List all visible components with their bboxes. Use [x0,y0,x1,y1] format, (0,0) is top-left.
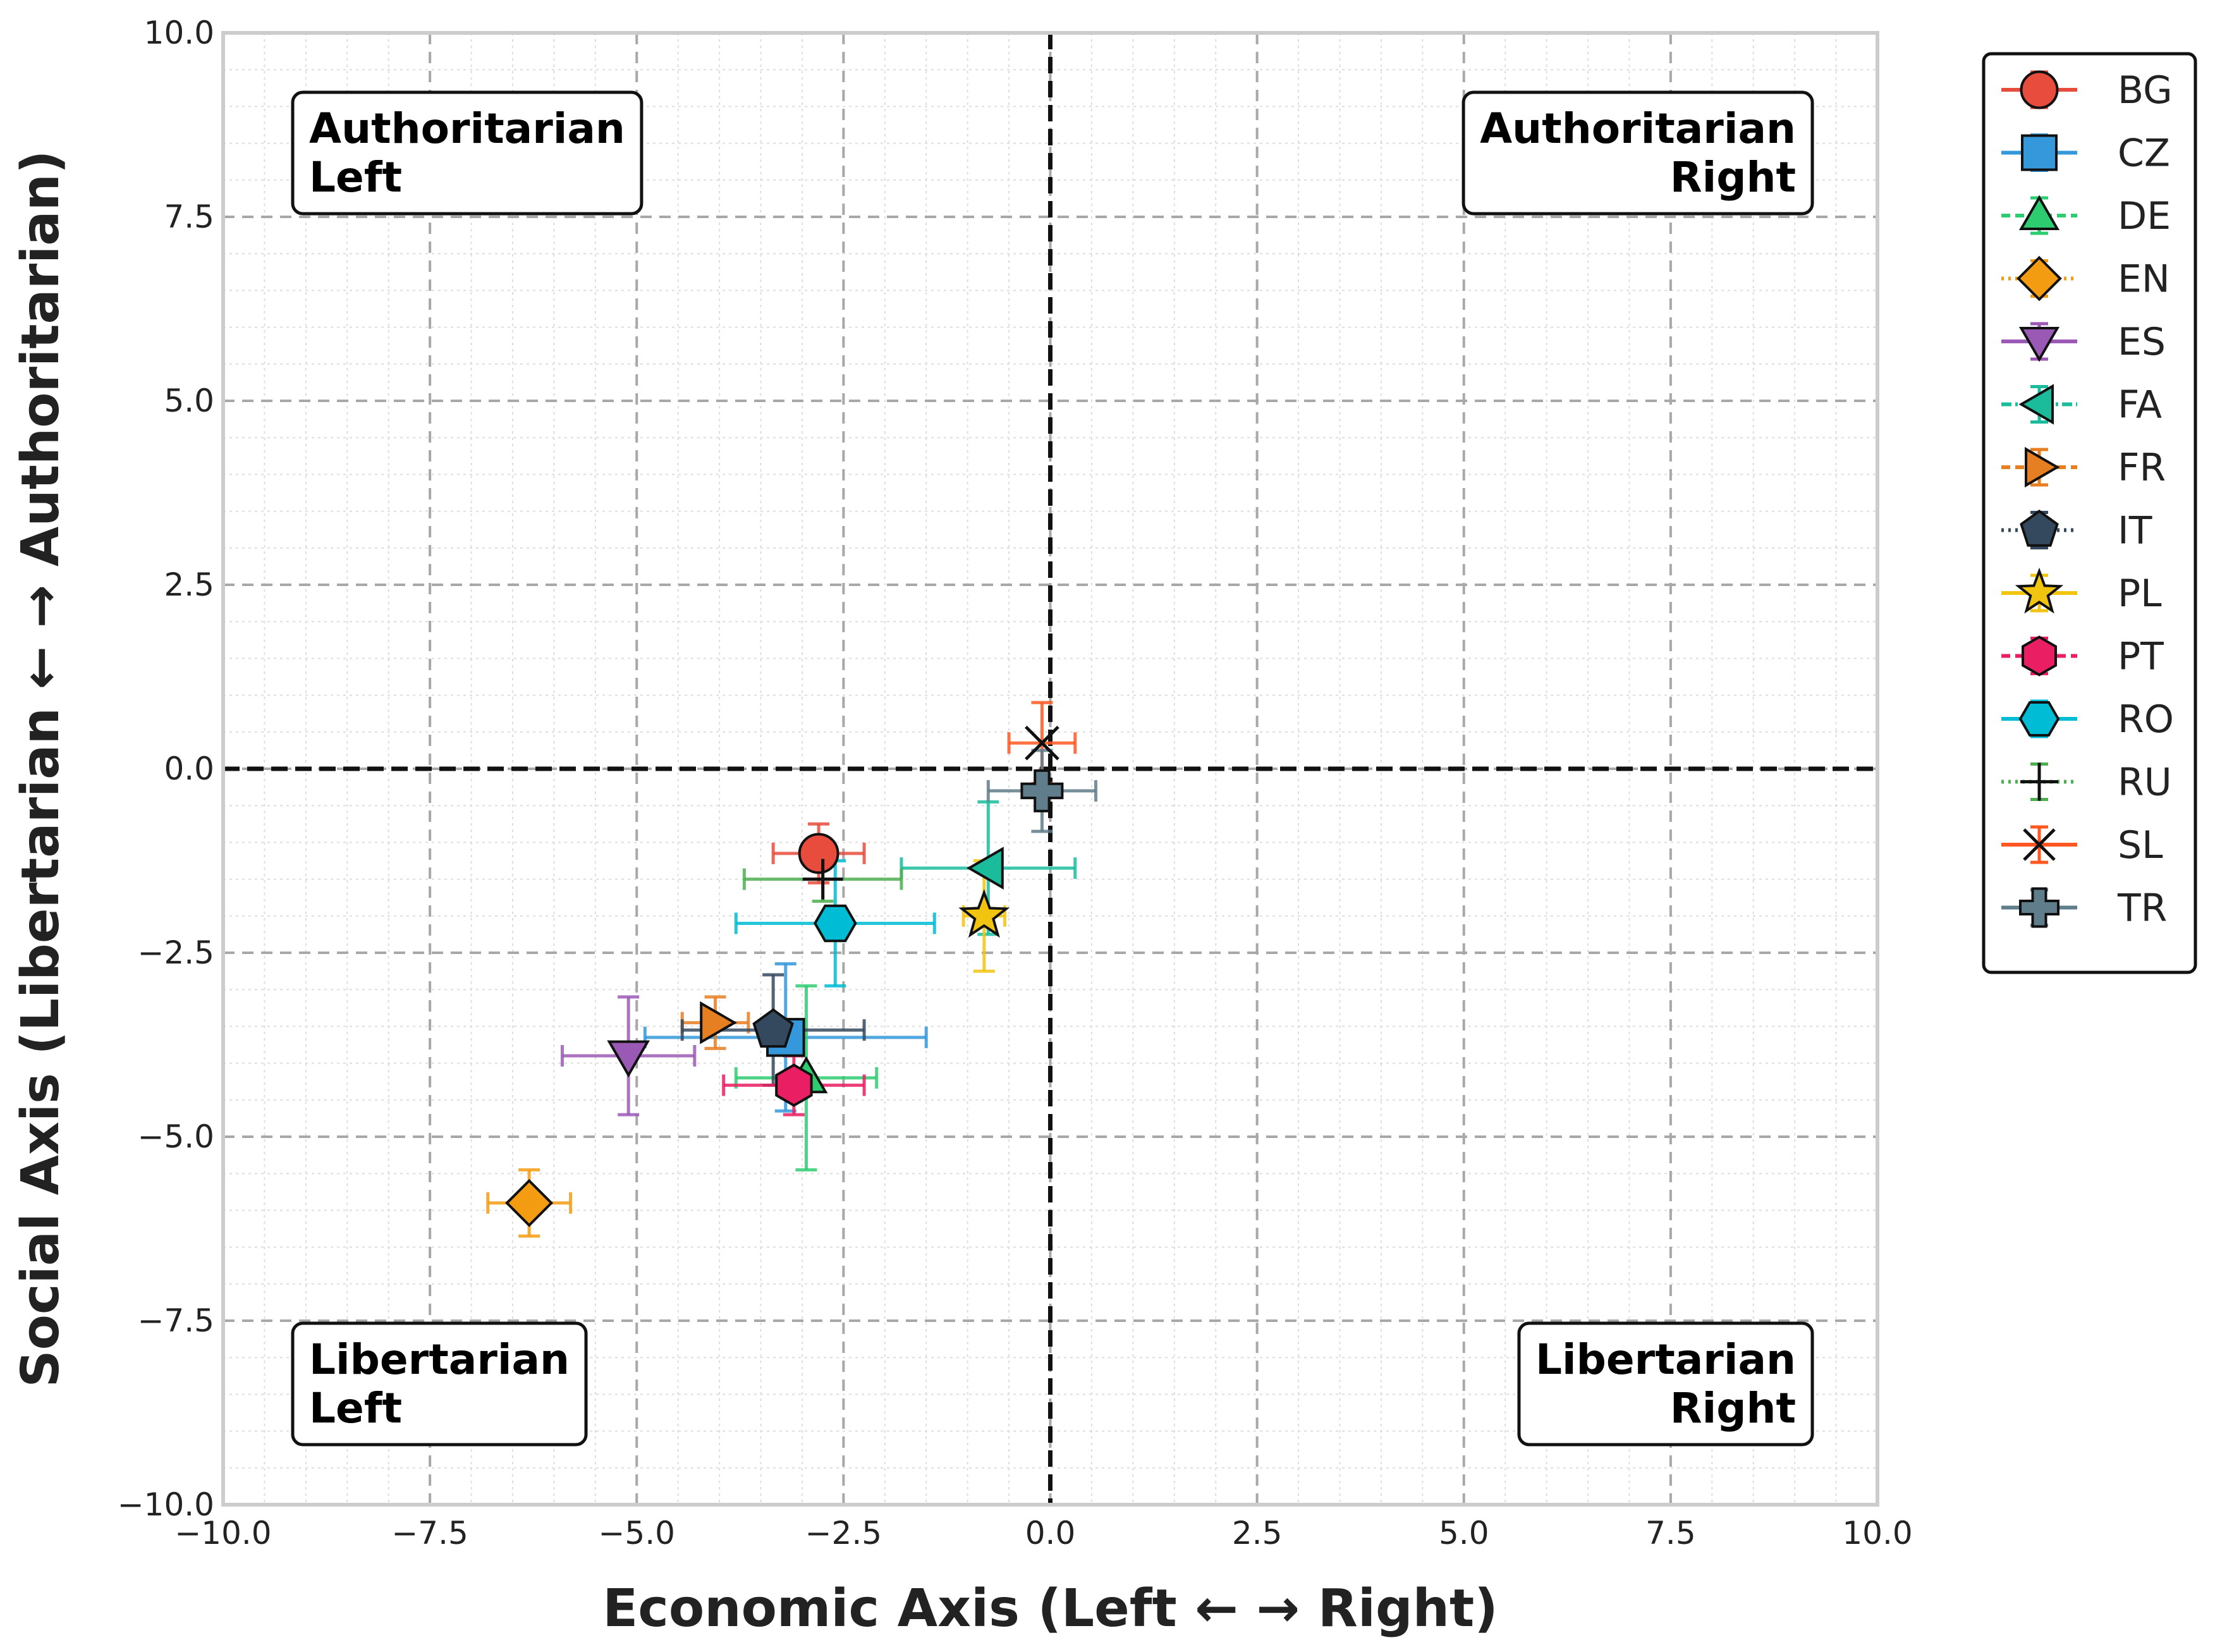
data-markers [505,725,1064,1227]
y-tick-label: 7.5 [164,199,214,235]
point-tr [1020,769,1064,812]
point-ro [813,904,857,943]
point-ru [802,859,843,900]
legend-marker-en [2017,255,2062,302]
legend-item-fa: FA [2001,383,2162,427]
legend-marker-ro [2018,701,2060,737]
legend-marker-bg [2020,70,2059,109]
quadrant-label-line2: Right [1670,1384,1796,1433]
x-tick-label: 7.5 [1645,1515,1696,1551]
legend-label-it: IT [2118,509,2152,553]
y-tick-label: −10.0 [118,1486,214,1523]
zero-lines [223,33,1877,1505]
x-tick-label: 10.0 [1842,1515,1912,1551]
point-fr [700,1001,737,1044]
x-tick-label: −10.0 [174,1515,271,1551]
legend-item-it: IT [2001,509,2152,553]
x-tick-label: −2.5 [805,1515,882,1551]
legend-item-pt: PT [2001,635,2164,679]
y-tick-label: −2.5 [138,934,214,971]
quadrant-label-box [1517,1321,1814,1447]
legend-label-tr: TR [2117,886,2167,931]
quadrant-label-box [291,1321,588,1447]
legend-item-ro: RO [2001,697,2174,742]
y-tick-label: −7.5 [138,1302,214,1339]
y-tick-label: −5.0 [138,1118,214,1155]
quadrant-label-line2: Left [309,1384,402,1433]
legend-item-es: ES [2001,320,2166,364]
legend-label-fa: FA [2118,383,2162,427]
x-tick-label: −7.5 [391,1515,468,1551]
quadrant-label-line2: Right [1670,153,1796,202]
legend-label-de: DE [2118,194,2171,238]
legend-marker-tr [2019,887,2059,928]
quadrant-label-line2: Left [309,153,402,202]
legend-item-fr: FR [2001,446,2166,490]
legend-item-en: EN [2001,255,2170,302]
point-pl [958,889,1010,938]
y-tick-label: 0.0 [164,750,214,787]
legend-label-en: EN [2118,257,2170,302]
x-tick-label: −5.0 [599,1515,675,1551]
legend: BG CZ DE EN ES FA FR IT PL PT RO RU SL TR [1982,52,2197,974]
point-es [607,1040,650,1078]
quadrant-label-line1: Authoritarian [309,104,625,153]
x-axis-label: Economic Axis (Left ← → Right) [602,1579,1498,1639]
quadrant-label-line1: Libertarian [1535,1335,1796,1384]
x-tick-label: 5.0 [1439,1515,1489,1551]
legend-marker-pt [2022,635,2057,676]
point-pt [775,1063,813,1107]
y-axis-label: Social Axis (Libertarian ← → Authoritari… [11,150,71,1388]
quadrant-label-line1: Libertarian [309,1335,570,1384]
legend-label-es: ES [2118,320,2166,364]
legend-marker-fa [2018,384,2054,425]
legend-label-cz: CZ [2118,132,2170,176]
y-tick-label: 10.0 [144,15,214,51]
legend-marker-fr [2025,446,2060,488]
legend-marker-pl [2015,567,2064,614]
y-tick-label: 2.5 [164,566,214,603]
legend-item-ru: RU [2001,761,2172,805]
legend-label-ru: RU [2118,761,2172,805]
legend-item-sl: SL [2001,823,2163,867]
legend-label-ro: RO [2118,697,2174,742]
legend-item-cz: CZ [2001,132,2170,176]
point-bg [798,833,839,874]
quadrant-label-line1: Authoritarian [1480,104,1796,153]
legend-marker-sl [2023,828,2056,861]
legend-marker-de [2018,195,2060,230]
point-fa [966,847,1004,890]
legend-label-fr: FR [2118,446,2166,490]
point-it [752,1008,794,1048]
legend-item-tr: TR [2001,886,2167,931]
legend-marker-es [2018,327,2060,362]
point-en [505,1178,554,1227]
legend-item-bg: BG [2001,68,2173,113]
legend-label-sl: SL [2118,823,2163,867]
x-tick-label: 0.0 [1025,1515,1076,1551]
legend-frame [1982,52,2197,974]
y-axis-ticks: −10.0 −7.5 −5.0 −2.5 0.0 2.5 5.0 7.5 10.0 [118,15,214,1523]
quadrant-label-box [291,90,644,216]
legend-marker-it [2020,510,2059,547]
x-axis-ticks: −10.0 −7.5 −5.0 −2.5 0.0 2.5 5.0 7.5 10.0 [174,1515,1912,1551]
legend-marker-cz [2021,134,2058,171]
quadrant-label-box [1461,90,1814,216]
legend-item-de: DE [2001,194,2171,238]
point-sl [1025,725,1059,761]
legend-label-pt: PT [2118,635,2164,679]
legend-marker-ru [2020,762,2058,801]
y-tick-label: 5.0 [164,382,214,419]
x-tick-label: 2.5 [1232,1515,1283,1551]
legend-label-pl: PL [2118,572,2162,616]
plot-frame [221,31,1879,1507]
quadrant-labels: AuthoritarianLeftAuthoritarianRightLiber… [291,90,1814,1447]
legend-label-bg: BG [2118,68,2173,113]
legend-item-pl: PL [2001,567,2162,616]
